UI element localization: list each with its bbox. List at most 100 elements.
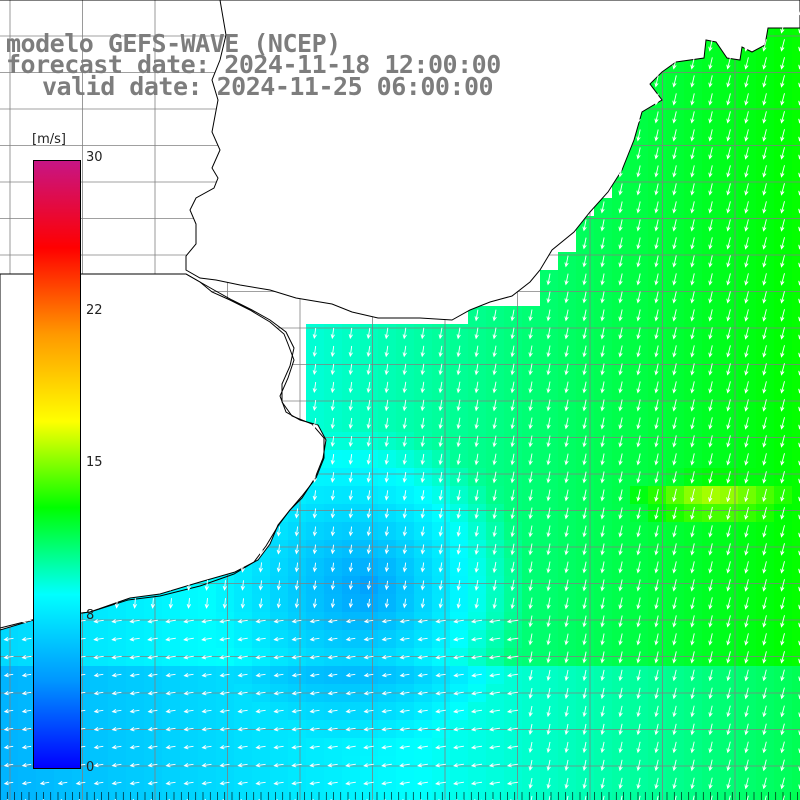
- wind-arrow: [600, 435, 605, 448]
- wind-arrow: [506, 691, 519, 696]
- wind-arrow: [399, 655, 410, 660]
- wind-arrow: [435, 655, 446, 660]
- wind-arrow: [762, 471, 767, 484]
- wind-arrow: [726, 363, 731, 376]
- wind-arrow: [708, 705, 713, 718]
- wind-arrow: [255, 709, 266, 714]
- wind-arrow: [780, 75, 785, 88]
- wind-arrow: [510, 399, 515, 412]
- wind-arrow: [330, 417, 335, 430]
- wind-arrow: [654, 417, 659, 430]
- wind-arrow: [564, 561, 569, 574]
- wind-arrow: [582, 273, 587, 286]
- wind-arrow: [183, 619, 194, 624]
- wind-arrow: [345, 637, 356, 642]
- wind-arrow: [222, 508, 227, 519]
- wind-arrow: [618, 165, 623, 178]
- legend-tick-30: 30: [86, 150, 103, 165]
- wind-arrow: [150, 562, 155, 573]
- wind-arrow: [582, 219, 587, 232]
- wind-arrow: [183, 673, 194, 678]
- wind-arrow: [636, 723, 641, 736]
- wind-arrow: [186, 598, 191, 609]
- wind-arrow: [219, 637, 230, 642]
- wind-arrow: [456, 598, 461, 609]
- wind-arrow: [291, 763, 302, 768]
- wind-arrow: [600, 345, 605, 358]
- wind-arrow: [183, 745, 194, 750]
- wind-arrow: [201, 619, 212, 624]
- wind-arrow: [471, 673, 482, 678]
- wind-cell: [486, 792, 504, 800]
- wind-arrow: [600, 723, 605, 736]
- wind-arrow: [546, 453, 551, 466]
- wind-arrow: [762, 777, 767, 790]
- wind-arrow: [474, 363, 479, 376]
- wind-arrow: [708, 93, 713, 106]
- wind-arrow: [348, 454, 353, 465]
- wind-arrow: [654, 219, 659, 232]
- wind-arrow: [726, 561, 731, 574]
- wind-arrow: [147, 745, 158, 750]
- wind-arrow: [708, 237, 713, 250]
- wind-arrow: [348, 490, 353, 501]
- wind-arrow: [582, 417, 587, 430]
- wind-arrow: [453, 673, 464, 678]
- wind-arrow: [690, 488, 695, 503]
- wind-arrow: [566, 795, 569, 800]
- wind-cell: [792, 342, 800, 360]
- wind-arrow: [564, 723, 569, 736]
- wind-arrow: [780, 759, 785, 772]
- wind-cell: [468, 792, 486, 800]
- wind-arrow: [780, 597, 785, 610]
- wind-arrow: [762, 147, 767, 160]
- wind-arrow: [618, 219, 623, 232]
- wind-arrow: [366, 417, 371, 430]
- wind-arrow: [201, 763, 212, 768]
- wind-arrow: [129, 673, 140, 678]
- wind-cell: [396, 792, 414, 800]
- wind-arrow: [762, 291, 767, 304]
- wind-arrow: [690, 759, 695, 772]
- wind-arrow: [330, 472, 335, 483]
- wind-arrow: [654, 705, 659, 718]
- wind-arrow: [165, 727, 176, 732]
- wind-arrow: [744, 651, 749, 664]
- wind-cell: [576, 792, 594, 800]
- wind-cell: [270, 792, 288, 800]
- wind-arrow: [780, 633, 785, 646]
- wind-arrow: [690, 111, 695, 124]
- wind-arrow: [21, 763, 32, 768]
- wind-arrow: [492, 453, 497, 466]
- wind-arrow: [384, 345, 389, 358]
- wind-arrow: [708, 741, 713, 754]
- wind-arrow: [255, 727, 266, 732]
- wind-arrow: [402, 327, 407, 340]
- wind-arrow: [546, 633, 551, 646]
- wind-arrow: [654, 255, 659, 268]
- wind-arrow: [291, 673, 302, 678]
- wind-arrow: [690, 723, 695, 736]
- wind-arrow: [510, 345, 515, 358]
- wind-arrow: [402, 435, 407, 448]
- wind-arrow: [726, 669, 731, 682]
- wind-cell: [666, 792, 684, 800]
- wind-arrow: [726, 111, 731, 124]
- wind-arrow: [744, 705, 749, 718]
- wind-arrow: [618, 579, 623, 592]
- wind-arrow: [438, 453, 443, 466]
- wind-arrow: [672, 687, 677, 700]
- wind-arrow: [546, 381, 551, 394]
- wind-arrow: [762, 525, 767, 538]
- wind-arrow: [636, 399, 641, 412]
- wind-cell: [756, 792, 774, 800]
- wind-arrow: [582, 777, 587, 790]
- wind-arrow: [330, 598, 335, 609]
- wind-arrow: [600, 543, 605, 556]
- wind-arrow: [111, 727, 122, 732]
- wind-arrow: [345, 619, 356, 624]
- wind-arrow: [186, 580, 191, 591]
- wind-arrow: [780, 399, 785, 412]
- wind-cell: [234, 792, 252, 800]
- wind-arrow: [726, 21, 731, 34]
